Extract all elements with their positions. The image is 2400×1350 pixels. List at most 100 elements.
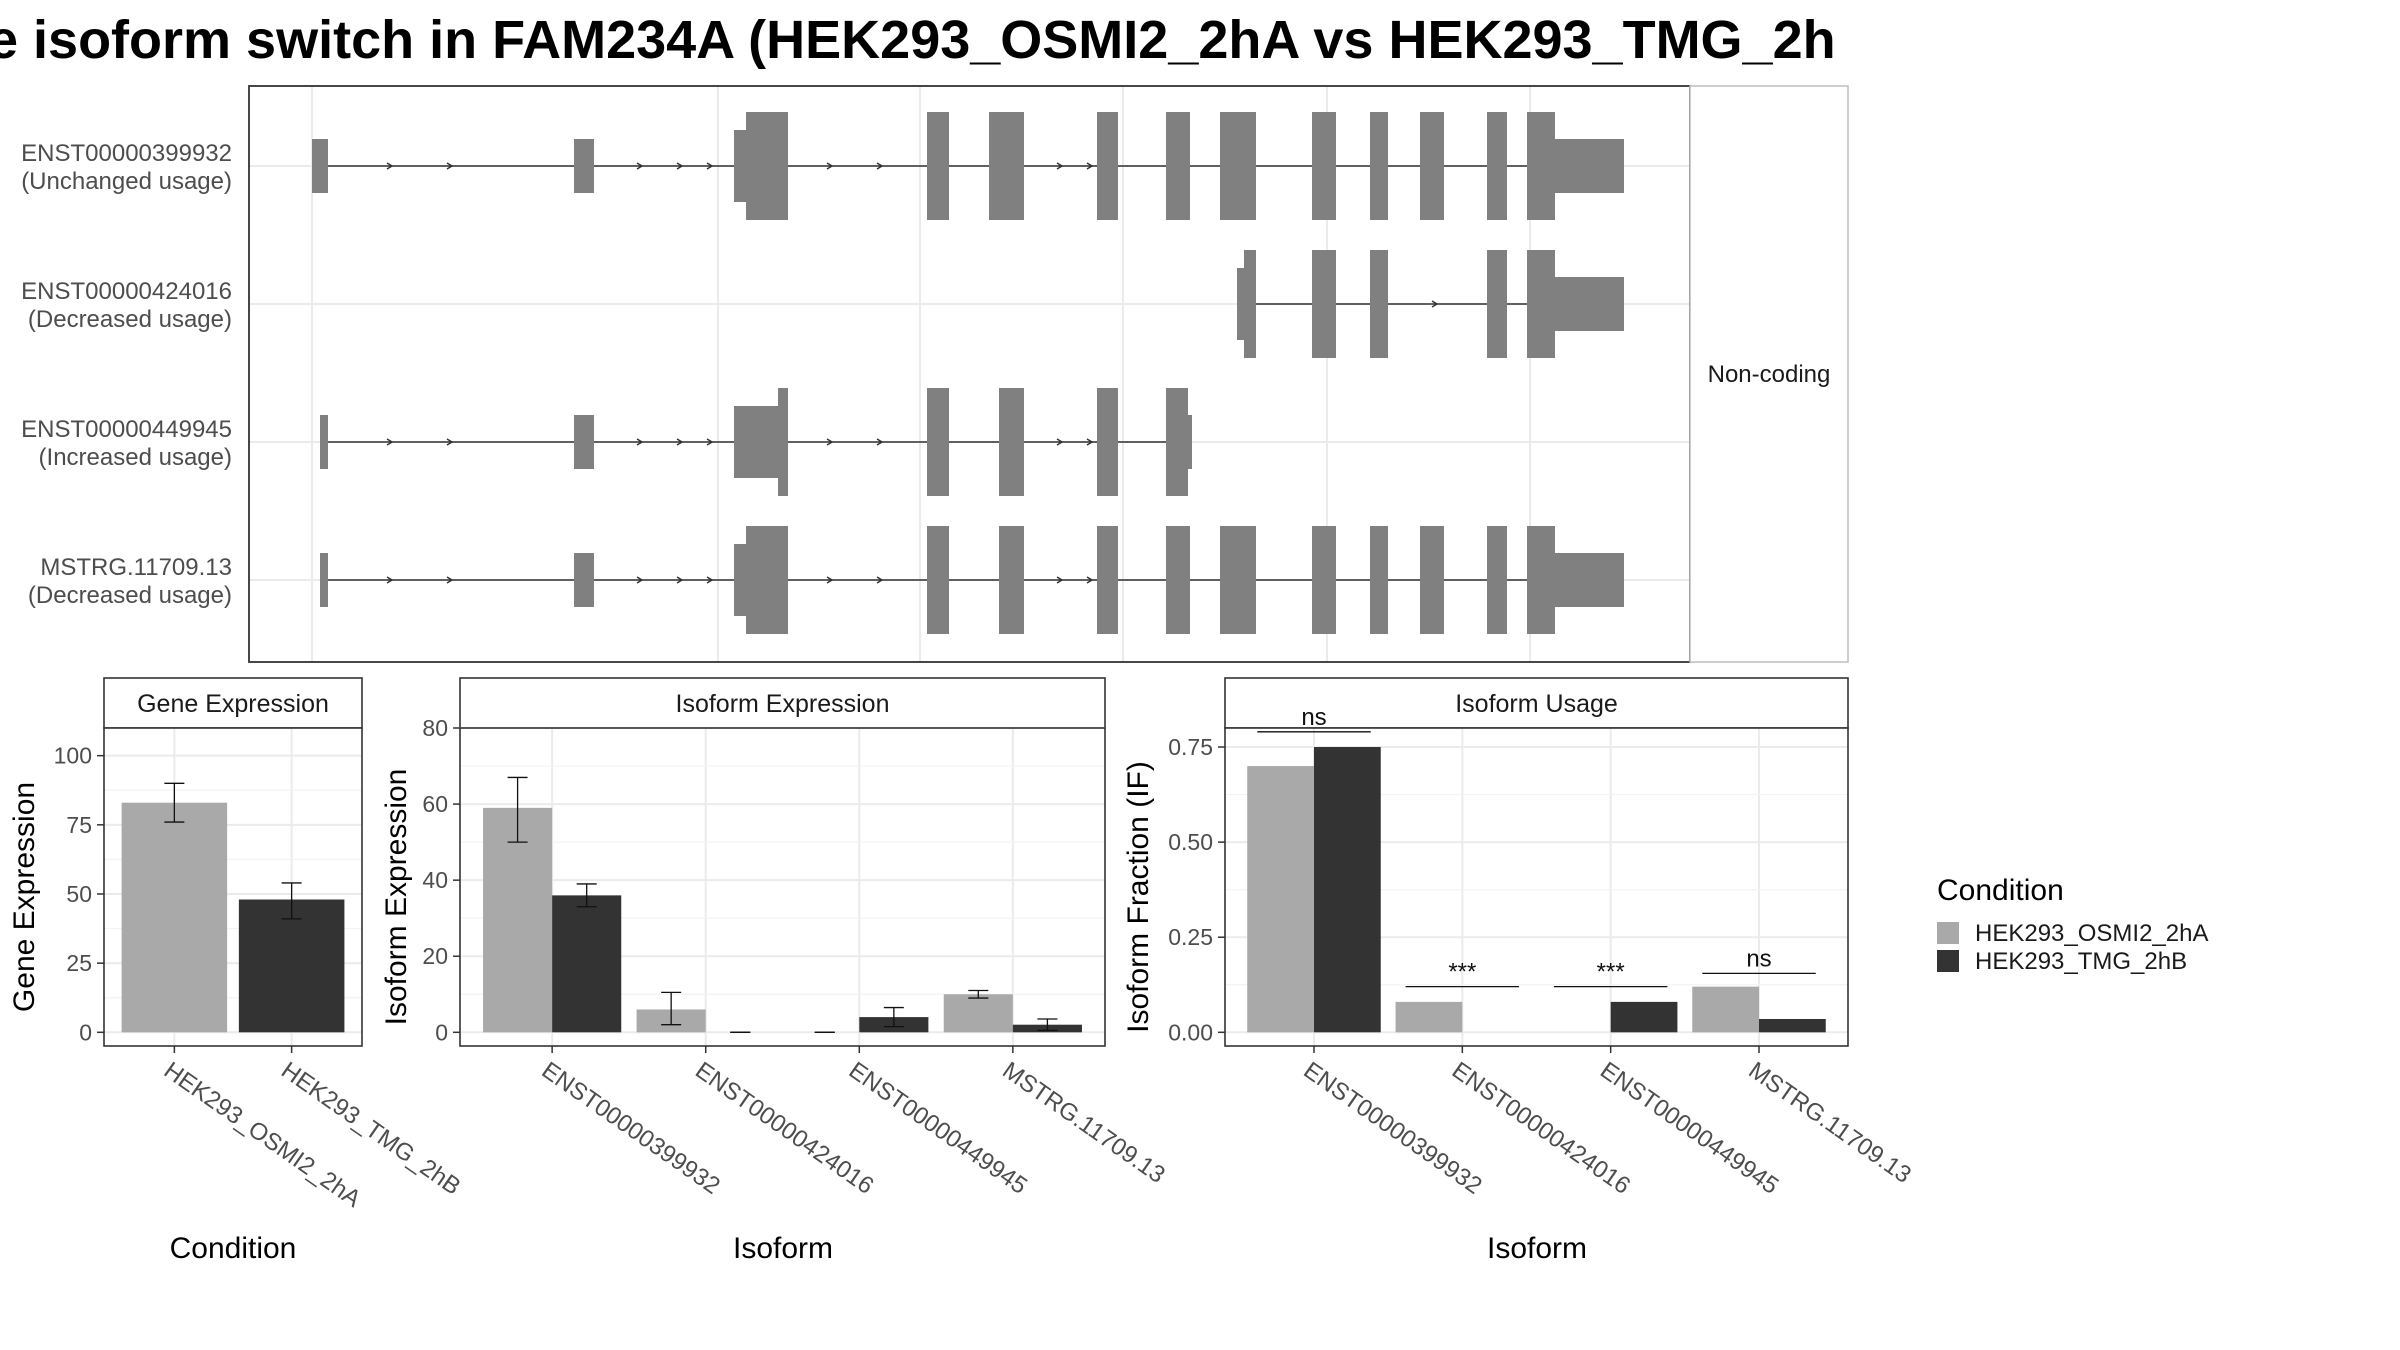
y-axis-title: Gene Expression	[8, 782, 41, 1012]
exon	[1166, 526, 1190, 634]
strand-arrow-icon	[876, 576, 884, 584]
strand-arrow-icon	[1056, 438, 1064, 446]
strand-arrow-icon	[676, 438, 684, 446]
exon	[1312, 526, 1336, 634]
exon	[927, 388, 949, 496]
y-tick-label: 0.25	[1168, 924, 1213, 950]
bar	[1759, 1018, 1826, 1033]
transcript-usage-label: (Decreased usage)	[28, 582, 232, 609]
strand-arrow-icon	[826, 438, 834, 446]
strand-arrow-icon	[706, 438, 714, 446]
strand-arrow-icon	[636, 576, 644, 584]
panel-strip	[103, 677, 363, 729]
exon	[1244, 250, 1256, 358]
exon	[312, 139, 328, 193]
bar	[1692, 986, 1759, 1033]
bar	[1395, 1001, 1463, 1033]
exon	[1487, 112, 1507, 220]
legend-label: HEK293_TMG_2hB	[1975, 948, 2187, 975]
exon	[1555, 277, 1624, 331]
significance-label: ***	[1597, 959, 1625, 986]
significance-label: ns	[1746, 945, 1771, 972]
exon	[1527, 526, 1555, 634]
exon	[1188, 415, 1192, 469]
exon	[927, 112, 949, 220]
exon	[1487, 526, 1507, 634]
y-axis-title: Isoform Expression	[380, 769, 413, 1026]
exon	[1370, 250, 1388, 358]
bar	[943, 994, 1013, 1033]
strand-arrow-icon	[876, 162, 884, 170]
exon	[1420, 112, 1444, 220]
y-tick-label: 0.50	[1168, 829, 1213, 855]
transcript-id-label: ENST00000399932	[21, 140, 232, 167]
exon	[574, 139, 594, 193]
y-tick-label: 60	[422, 791, 448, 817]
exon	[574, 415, 594, 469]
significance-label: ***	[1448, 959, 1476, 986]
strip-label: Non-coding	[1708, 361, 1831, 388]
y-tick-label: 0	[435, 1019, 448, 1045]
strand-arrow-icon	[706, 576, 714, 584]
strand-arrow-icon	[386, 576, 394, 584]
exon	[734, 406, 778, 478]
exon	[1166, 112, 1190, 220]
y-tick-label: 0.75	[1168, 734, 1213, 760]
transcript-usage-label: (Decreased usage)	[28, 306, 232, 333]
legend-label: HEK293_OSMI2_2hA	[1975, 920, 2208, 947]
panel-border	[459, 727, 1106, 1047]
panel-border	[103, 727, 363, 1047]
exon	[1370, 526, 1388, 634]
exon	[1312, 112, 1336, 220]
strand-arrow-icon	[676, 162, 684, 170]
bar	[552, 895, 622, 1033]
exon	[1237, 268, 1244, 340]
exon	[1220, 112, 1256, 220]
legend-swatch	[1937, 922, 1959, 944]
y-tick-label: 40	[422, 867, 448, 893]
y-tick-label: 0.00	[1168, 1019, 1213, 1045]
exon	[1370, 112, 1388, 220]
exon	[1555, 553, 1624, 607]
x-axis-title: Isoform	[1487, 1232, 1587, 1265]
transcript-id-label: MSTRG.11709.13	[40, 554, 232, 581]
x-axis-title: Isoform	[733, 1232, 833, 1265]
transcript-usage-label: (Increased usage)	[39, 444, 232, 471]
panel-title: Isoform Expression	[676, 690, 890, 718]
transcript-structure-panel: Non-coding ENST00000399932(Unchanged usag…	[21, 85, 1849, 663]
strand-arrow-icon	[1086, 576, 1094, 584]
y-tick-label: 50	[66, 881, 92, 907]
significance-label: ns	[1301, 704, 1326, 731]
legend-swatch	[1937, 950, 1959, 972]
strand-arrow-icon	[446, 162, 454, 170]
x-tick-label: MSTRG.11709.13	[997, 1057, 1169, 1189]
strand-arrow-icon	[1086, 438, 1094, 446]
isoform-expression-panel: Isoform Expression020406080ENST000003999…	[380, 677, 1170, 1265]
strand-arrow-icon	[386, 162, 394, 170]
exon	[1166, 388, 1188, 496]
panel-border	[1224, 727, 1849, 1047]
exon	[574, 553, 594, 607]
exon	[1555, 139, 1624, 193]
y-tick-label: 80	[422, 715, 448, 741]
exon	[1487, 250, 1507, 358]
panel-title: Gene Expression	[137, 690, 329, 718]
strand-arrow-icon	[826, 576, 834, 584]
figure-title: e isoform switch in FAM234A (HEK293_OSMI…	[0, 10, 1836, 70]
strand-arrow-icon	[636, 162, 644, 170]
bar	[1314, 747, 1381, 1033]
transcript-id-label: ENST00000449945	[21, 416, 232, 443]
exon	[1527, 112, 1555, 220]
transcript-usage-label: (Unchanged usage)	[21, 168, 232, 195]
bar	[238, 899, 345, 1033]
exon	[1527, 250, 1555, 358]
bar	[1247, 766, 1314, 1033]
y-tick-label: 20	[422, 943, 448, 969]
exon	[734, 544, 746, 616]
exon	[989, 112, 1024, 220]
exon	[1097, 388, 1118, 496]
y-tick-label: 75	[66, 812, 92, 838]
y-tick-label: 100	[54, 743, 92, 769]
